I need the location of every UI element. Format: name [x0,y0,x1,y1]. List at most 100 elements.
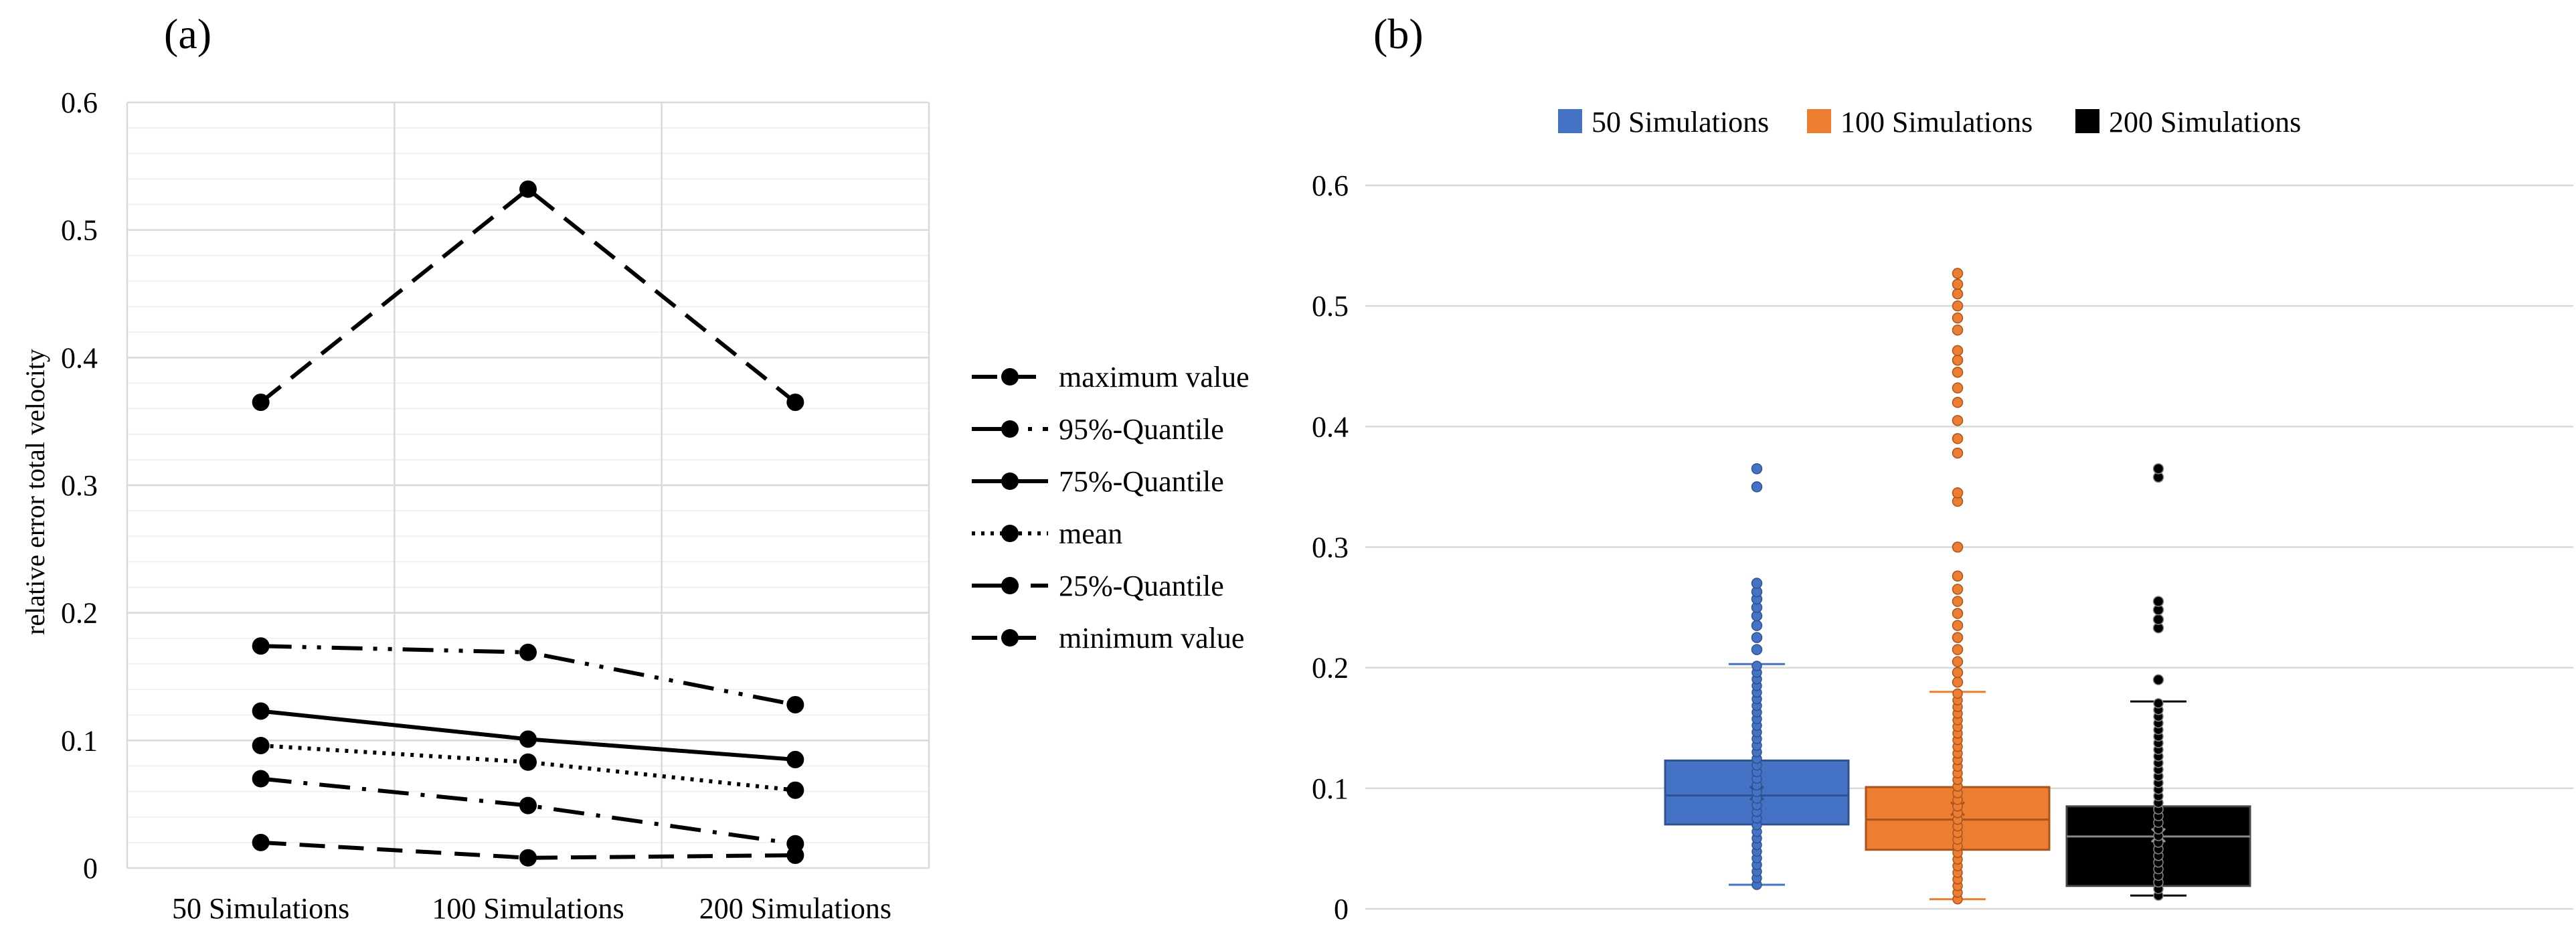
outlier-100-simulations [1952,541,1964,553]
outlier-200-simulations [2152,596,2164,607]
legend-label-95pct-quantile: 95%-Quantile [1059,413,1224,446]
outlier-50-simulations [1751,632,1763,643]
data-point-95pct-quantile [786,695,804,713]
outlier-100-simulations [1952,608,1964,619]
outlier-100-simulations [1952,570,1964,582]
data-point-25pct-quantile [252,770,270,788]
outlier-50-simulations [1751,620,1763,631]
panel-b-box-chart: 0 0.1 0.2 0.3 0.4 0.5 0.6 50 Simulations 100 Sim… [1312,106,2573,926]
y-tick-label: 0.6 [1312,169,1349,202]
data-point-maximum-value [252,394,270,412]
legend-swatch-50-simulations [1558,109,1582,133]
legend-label-200-simulations: 200 Simulations [2109,106,2301,139]
outlier-100-simulations [1952,584,1964,595]
legend-label-100-simulations: 100 Simulations [1840,106,2033,139]
outlier-100-simulations [1952,415,1964,426]
y-tick-label: 0.2 [1312,652,1349,685]
outlier-100-simulations [1952,447,1964,459]
x-tick-label: 100 Simulations [432,892,624,925]
data-point-75pct-quantile [519,730,537,748]
legend-label-minimum-value: minimum value [1059,622,1244,655]
outlier-100-simulations [1952,278,1964,290]
y-tick-label: 0.5 [1312,290,1349,323]
outlier-200-simulations [2152,463,2164,475]
outlier-100-simulations [1952,596,1964,607]
legend-label-50-simulations: 50 Simulations [1592,106,1769,139]
outlier-100-simulations [1952,667,1964,679]
y-tick-label: 0.3 [1312,531,1349,564]
outlier-100-simulations [1952,620,1964,631]
outlier-200-simulations [2152,674,2164,685]
data-point-95pct-quantile [519,643,537,661]
outlier-100-simulations [1952,677,1964,688]
data-point-75pct-quantile [786,750,804,768]
outlier-100-simulations [1952,354,1964,366]
outlier-100-simulations [1952,382,1964,394]
y-tick-label: 0.5 [61,214,98,247]
series-line-25pct-quantile [260,776,796,846]
legend-label-75pct-quantile: 75%-Quantile [1059,465,1224,498]
y-tick-label: 0 [83,852,98,885]
outlier-100-simulations [1952,300,1964,312]
outlier-50-simulations [1751,644,1763,655]
data-point-mean [519,753,537,771]
y-tick-label: 0.1 [61,724,98,757]
legend-label-25pct-quantile: 25%-Quantile [1059,570,1224,602]
legend-swatch-100-simulations [1807,109,1831,133]
outlier-100-simulations [1952,324,1964,336]
panel-a-y-axis-label: relative error total velocity [20,349,50,635]
y-tick-label: 0.2 [61,597,98,630]
x-tick-label: 50 Simulations [172,892,349,925]
legend-marker-maximum-value [1001,368,1019,385]
outlier-100-simulations [1952,433,1964,444]
outlier-100-simulations [1952,644,1964,655]
data-point-maximum-value [786,394,804,412]
point-100-simulations [1952,688,1963,699]
y-tick-label: 0.4 [61,341,98,374]
y-tick-label: 0.4 [1312,410,1349,443]
panel-b-label: (b) [1373,10,1424,58]
panel-a-line-chart: 0 0.1 0.2 0.3 0.4 0.5 0.6 50 Simulations 100 Sim… [61,86,1250,925]
x-tick-label: 200 Simulations [699,892,891,925]
outlier-50-simulations [1751,463,1763,475]
point-200-simulations [2153,698,2164,709]
y-tick-label: 0 [1334,893,1349,926]
outlier-50-simulations [1751,578,1763,589]
legend-marker-75pct-quantile [1001,472,1019,490]
outlier-100-simulations [1952,487,1964,499]
series-line-95pct-quantile [260,644,796,707]
data-point-75pct-quantile [252,702,270,720]
outlier-100-simulations [1952,312,1964,324]
y-tick-label: 0.6 [61,86,98,119]
legend-swatch-200-simulations [2075,109,2099,133]
data-point-minimum-value [252,833,270,851]
outlier-100-simulations [1952,397,1964,408]
data-point-95pct-quantile [252,637,270,655]
data-point-minimum-value [519,849,537,867]
outlier-50-simulations [1751,481,1763,493]
legend-marker-25pct-quantile [1001,577,1019,594]
data-point-maximum-value [519,180,537,198]
outlier-100-simulations [1952,632,1964,643]
legend-marker-95pct-quantile [1001,420,1019,438]
series-line-maximum-value [259,186,797,404]
series-line-minimum-value [260,840,796,860]
outlier-100-simulations [1952,656,1964,667]
outlier-200-simulations [2152,614,2164,625]
y-tick-label: 0.1 [1312,772,1349,805]
outlier-100-simulations [1952,268,1964,279]
point-50-simulations [1751,661,1762,671]
panel-a-label: (a) [164,10,211,58]
legend-marker-minimum-value [1001,629,1019,647]
data-point-mean [252,736,270,754]
data-point-minimum-value [786,846,804,864]
outlier-100-simulations [1952,288,1964,300]
data-point-mean [786,781,804,799]
outlier-100-simulations [1952,345,1964,357]
outlier-100-simulations [1952,367,1964,378]
data-point-25pct-quantile [519,796,537,814]
y-tick-label: 0.3 [61,469,98,502]
legend-label-maximum-value: maximum value [1059,361,1250,394]
legend-marker-mean [1001,525,1019,542]
